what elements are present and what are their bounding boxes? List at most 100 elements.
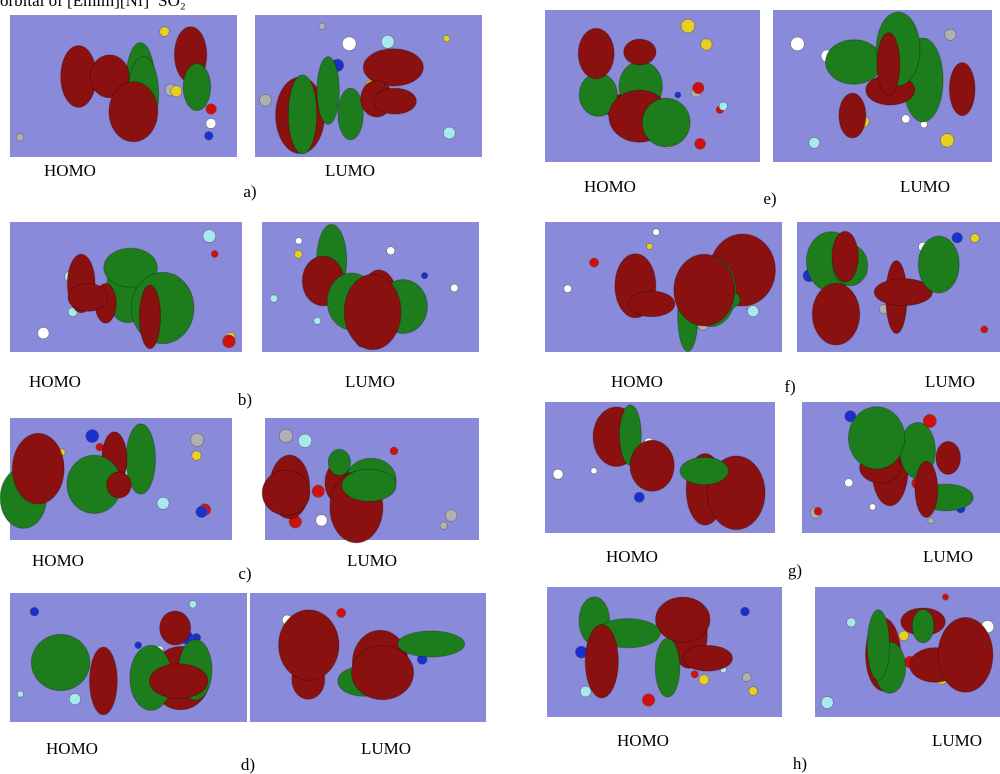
- orbital-image: [10, 593, 247, 722]
- lobe: [911, 608, 935, 644]
- atom: [579, 685, 592, 698]
- lobe: [673, 253, 736, 327]
- lumo-label: LUMO: [932, 731, 982, 750]
- lobe: [261, 469, 311, 516]
- lobe: [831, 230, 859, 283]
- panel-label: f): [784, 377, 795, 396]
- homo-label: HOMO: [29, 372, 81, 391]
- atom: [970, 233, 980, 243]
- atom: [443, 34, 451, 43]
- lobe: [397, 630, 466, 658]
- panel-label: b): [238, 390, 252, 409]
- lobe: [629, 439, 675, 492]
- atom: [450, 283, 459, 293]
- atom: [85, 429, 100, 443]
- orbital-image: [10, 222, 242, 352]
- lobe: [11, 432, 65, 505]
- atom: [443, 126, 456, 140]
- atom: [927, 517, 935, 525]
- orbital-image: [10, 15, 237, 157]
- lobe: [948, 62, 976, 117]
- lobe: [341, 468, 397, 502]
- lobe: [103, 247, 158, 288]
- lumo-label: LUMO: [923, 547, 973, 566]
- atom: [134, 641, 142, 649]
- atom: [191, 450, 202, 461]
- homo-label: HOMO: [32, 551, 84, 570]
- lobe: [89, 54, 130, 99]
- atom: [341, 36, 357, 51]
- lobe: [873, 278, 933, 307]
- panel-label: e): [763, 189, 776, 208]
- lobe: [914, 460, 939, 518]
- atom: [190, 432, 205, 447]
- atom: [748, 686, 758, 696]
- atom: [898, 630, 909, 642]
- panel-label: a): [243, 182, 256, 201]
- lobe: [67, 282, 109, 312]
- atom: [222, 334, 236, 349]
- atom: [844, 410, 857, 423]
- atom: [68, 693, 81, 706]
- atom: [869, 503, 876, 511]
- panel-label: d): [241, 755, 255, 774]
- atom: [820, 696, 834, 709]
- lobe: [362, 48, 424, 87]
- lobe: [89, 646, 118, 716]
- atom: [652, 228, 660, 236]
- orbital-image: [0, 418, 232, 540]
- orbital-image: [773, 10, 992, 162]
- lumo-label: LUMO: [345, 372, 395, 391]
- atom: [318, 22, 326, 30]
- lumo-label: LUMO: [925, 372, 975, 391]
- atom: [259, 94, 272, 107]
- lobe: [679, 456, 730, 486]
- lobe: [278, 609, 340, 681]
- atom: [563, 284, 572, 293]
- homo-label: HOMO: [617, 731, 669, 750]
- lobe: [373, 87, 417, 115]
- lobe: [148, 663, 209, 699]
- lobe: [30, 633, 91, 692]
- lumo-label: LUMO: [347, 551, 397, 570]
- lobe: [351, 645, 415, 701]
- caption: orbital of [Emim][Nf]⁻SO₂: [0, 0, 186, 10]
- lobe: [641, 97, 691, 148]
- lobe: [682, 644, 733, 672]
- lobe: [584, 624, 619, 699]
- atom: [690, 670, 699, 679]
- homo-label: HOMO: [46, 739, 98, 758]
- lumo-label: LUMO: [900, 177, 950, 196]
- orbital-image: [261, 418, 479, 544]
- atom: [336, 608, 347, 618]
- atom: [439, 521, 448, 530]
- lobe: [287, 74, 318, 155]
- lobe: [876, 32, 901, 96]
- atom: [315, 514, 328, 527]
- atom: [980, 325, 989, 334]
- atom: [389, 446, 399, 456]
- atom: [170, 85, 183, 98]
- homo-label: HOMO: [611, 372, 663, 391]
- atom: [741, 672, 752, 682]
- homo-label: HOMO: [606, 547, 658, 566]
- atom: [380, 35, 395, 49]
- lumo-label: LUMO: [361, 739, 411, 758]
- lumo-label: LUMO: [325, 161, 375, 180]
- atom: [294, 250, 303, 259]
- lobe: [847, 406, 906, 470]
- atom: [297, 433, 313, 448]
- atom: [67, 307, 78, 317]
- atom: [951, 232, 963, 244]
- atom: [444, 509, 458, 522]
- lobe: [106, 471, 132, 499]
- orbital-image: [545, 222, 782, 353]
- homo-label: HOMO: [584, 177, 636, 196]
- atom: [718, 101, 728, 111]
- atom: [680, 18, 696, 34]
- atom: [204, 131, 214, 141]
- atom: [813, 506, 823, 516]
- lobe: [655, 596, 711, 643]
- atom: [195, 505, 208, 518]
